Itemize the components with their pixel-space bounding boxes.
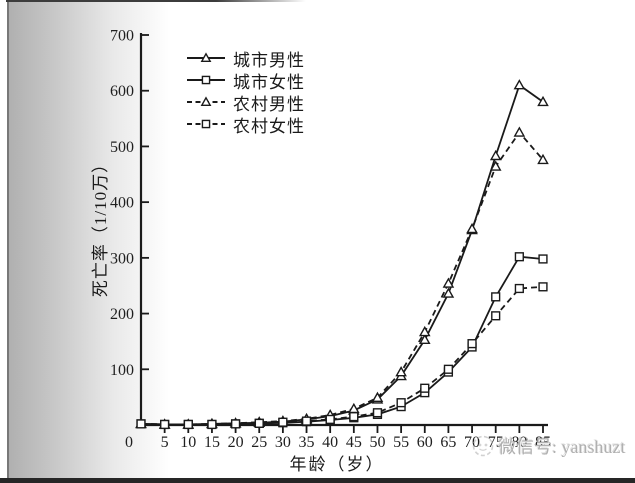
x-tick-label: 5 — [161, 434, 169, 451]
y-tick-label: 700 — [110, 28, 134, 45]
x-tick-label: 55 — [393, 434, 409, 451]
triangle-marker — [442, 287, 455, 298]
triangle-marker — [418, 333, 431, 345]
square-marker — [230, 419, 241, 429]
square-marker — [278, 417, 288, 427]
x-tick-label: 20 — [228, 434, 244, 451]
square-marker — [201, 75, 211, 85]
wechat-logo-icon — [472, 435, 494, 457]
chart-legend: 城市男性 城市女性 农村男性 农村女性 — [186, 47, 305, 136]
series-urban-female — [136, 252, 548, 430]
legend-key-urban-female-icon — [187, 75, 225, 85]
x-tick-label: 65 — [440, 434, 456, 451]
watermark-text: 微信号: yanshuzt — [498, 437, 626, 457]
watermark: 微信号: yanshuzt — [472, 433, 626, 459]
y-axis-label: 死亡率（1/10万） — [91, 154, 110, 298]
x-tick-label: 50 — [369, 434, 385, 451]
y-tick-label: 200 — [110, 306, 134, 323]
x-tick-label: 40 — [322, 434, 338, 451]
triangle-marker — [418, 325, 431, 337]
square-marker — [254, 418, 264, 428]
x-tick-label: 30 — [275, 434, 291, 451]
triangle-marker — [442, 277, 455, 288]
square-marker — [538, 282, 548, 292]
legend-label: 农村女性 — [233, 116, 305, 136]
triangle-marker — [489, 160, 502, 171]
slide-top-border — [6, 0, 306, 2]
square-marker — [372, 408, 383, 418]
legend-label: 城市女性 — [233, 72, 305, 92]
legend-item-rural-female: 农村女性 — [186, 113, 305, 136]
x-tick-label: 85 — [535, 434, 551, 451]
y-tick-label: 500 — [110, 139, 134, 156]
triangle-marker — [537, 153, 549, 165]
square-marker — [467, 339, 477, 349]
triangle-marker — [537, 95, 549, 107]
square-marker — [201, 119, 211, 129]
square-marker — [420, 383, 430, 393]
x-tick-label: 10 — [180, 434, 196, 451]
y-tick-label: 400 — [110, 195, 134, 212]
series-rural-female — [136, 282, 548, 430]
legend-item-urban-female: 城市女性 — [186, 69, 305, 92]
square-marker — [514, 283, 524, 294]
legend-key-rural-female-icon — [187, 119, 225, 129]
square-marker — [325, 414, 335, 425]
legend-item-urban-male: 城市男性 — [186, 47, 305, 70]
legend-label: 城市男性 — [233, 50, 305, 70]
square-marker — [207, 419, 217, 430]
square-marker — [514, 252, 524, 262]
triangle-marker — [513, 79, 526, 90]
x-tick-label: 70 — [464, 434, 480, 451]
triangle-marker — [489, 149, 502, 161]
triangle-marker — [200, 96, 212, 106]
square-marker — [443, 364, 454, 374]
triangle-marker — [513, 126, 526, 137]
triangle-marker — [371, 391, 384, 402]
square-marker — [396, 398, 406, 408]
legend-key-rural-male-icon — [187, 96, 225, 106]
legend-key-urban-male-icon — [187, 52, 225, 62]
square-marker — [491, 311, 501, 321]
square-marker — [349, 412, 359, 422]
legend-label: 农村男性 — [233, 94, 305, 114]
y-tick-label: 300 — [110, 250, 134, 267]
y-tick-label: 100 — [110, 362, 134, 379]
series-rural-male — [135, 126, 549, 429]
triangle-marker — [395, 366, 407, 377]
y-tick-label: 600 — [110, 83, 134, 100]
x-tick-label: 45 — [346, 434, 362, 451]
x-tick-label: 15 — [204, 434, 220, 451]
x-tick-label: 60 — [417, 434, 433, 451]
x-tick-label: 35 — [299, 434, 315, 451]
x-tick-label: 80 — [511, 434, 527, 451]
x-tick-label: 25 — [251, 434, 267, 451]
square-marker — [491, 292, 501, 302]
square-marker — [538, 254, 548, 264]
square-marker — [301, 416, 312, 426]
legend-item-rural-male: 农村男性 — [186, 91, 305, 114]
square-marker — [136, 419, 146, 429]
square-marker — [183, 419, 193, 430]
triangle-marker — [200, 52, 212, 62]
triangle-marker — [466, 222, 478, 234]
x-axis-label: 年龄（岁） — [289, 455, 385, 474]
square-marker — [160, 419, 170, 430]
slide-bottom-bar — [0, 478, 635, 483]
origin-tick-label: 0 — [125, 434, 133, 451]
